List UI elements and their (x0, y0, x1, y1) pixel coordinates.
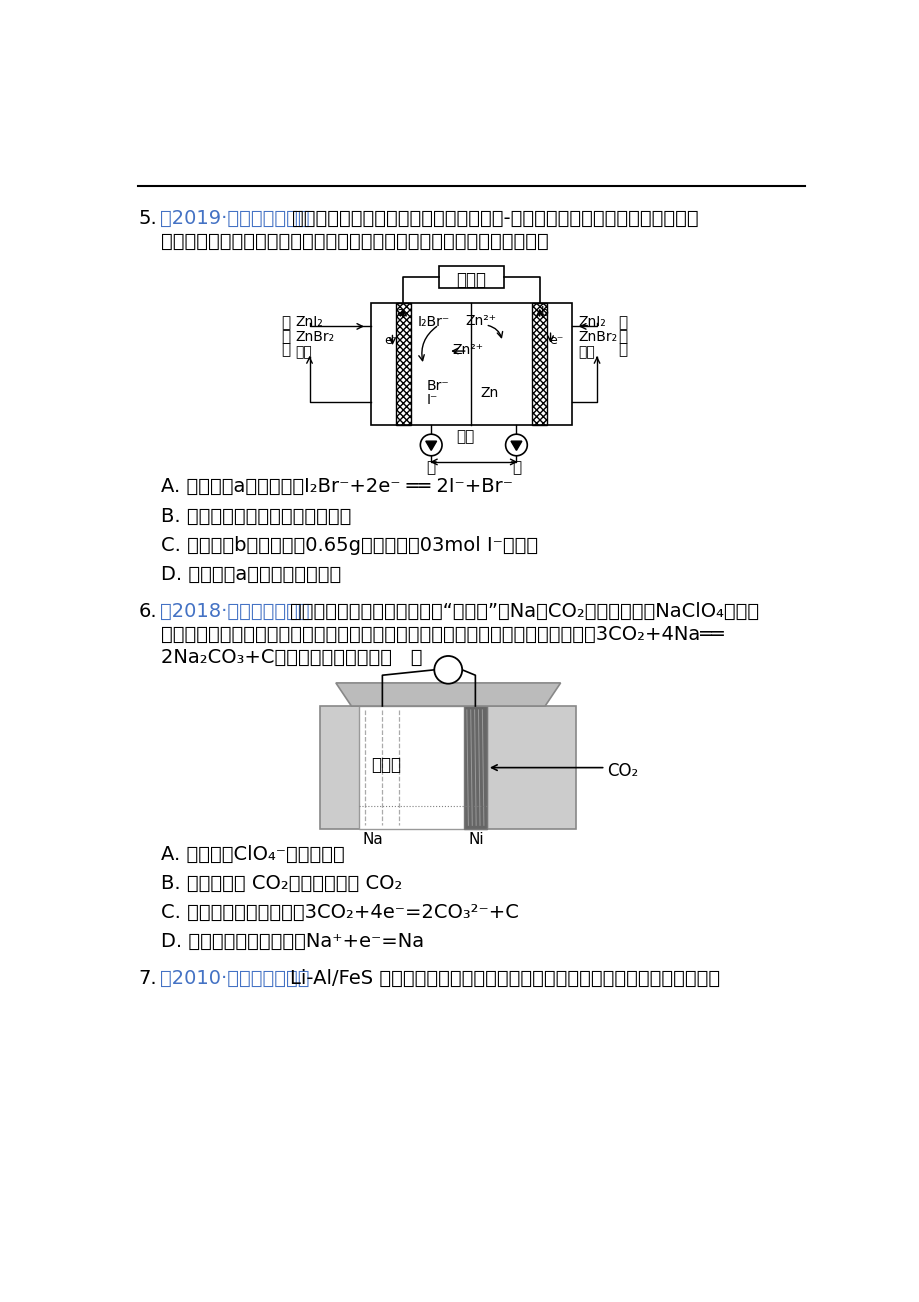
Text: B. 充电时释放 CO₂，放电时吸收 CO₂: B. 充电时释放 CO₂，放电时吸收 CO₂ (162, 874, 403, 893)
Text: b: b (539, 306, 548, 319)
Circle shape (434, 656, 461, 684)
Text: （2019·天津高考真题）: （2019·天津高考真题） (160, 208, 309, 228)
Text: 液: 液 (618, 328, 627, 344)
Text: Zn²⁺: Zn²⁺ (465, 314, 495, 328)
Text: （2010·浙江高考真题）: （2010·浙江高考真题） (160, 970, 309, 988)
Text: 泵: 泵 (426, 461, 436, 475)
Text: B. 放电时，溶液中离子的数目增大: B. 放电时，溶液中离子的数目增大 (162, 506, 351, 526)
Text: 贮: 贮 (618, 315, 627, 329)
Bar (320, 706, 575, 829)
Text: Li-Al/FeS 电池是一种正在开发的车载电池，该电池中正极的电极反应式为：: Li-Al/FeS 电池是一种正在开发的车载电池，该电池中正极的电极反应式为： (289, 970, 720, 988)
Text: Br⁻: Br⁻ (426, 379, 448, 393)
Bar (370, 303, 572, 424)
Text: 贮: 贮 (281, 315, 290, 329)
Text: A. 放电时，ClO₄⁻向负极移动: A. 放电时，ClO₄⁻向负极移动 (162, 845, 345, 863)
Text: （2018·全国高考真题）: （2018·全国高考真题） (160, 602, 309, 621)
Text: 电解液: 电解液 (370, 756, 401, 775)
Text: 5.: 5. (138, 208, 157, 228)
Text: 溶液: 溶液 (295, 345, 312, 359)
Text: 机溶剂作为电解液，钓和负载碳纳米管的镍网分别作为电极材料，电池的总反应为：3CO₂+4Na══: 机溶剂作为电解液，钓和负载碳纳米管的镍网分别作为电极材料，电池的总反应为：3CO… (162, 625, 723, 644)
Text: D. 充电时，正极反应为：Na⁺+e⁻=Na: D. 充电时，正极反应为：Na⁺+e⁻=Na (162, 932, 425, 952)
Text: 下。图中贮液器可储存电解质溶液，提高电池的容量。下列叙述不正确的是: 下。图中贮液器可储存电解质溶液，提高电池的容量。下列叙述不正确的是 (162, 232, 549, 251)
Text: C. 放电时，正极反应为：3CO₂+4e⁻=2CO₃²⁻+C: C. 放电时，正极反应为：3CO₂+4e⁻=2CO₃²⁻+C (162, 904, 519, 922)
Text: 用电器: 用电器 (456, 271, 486, 289)
Polygon shape (510, 441, 521, 450)
Text: ZnI₂: ZnI₂ (295, 315, 323, 329)
Text: Na: Na (363, 832, 383, 848)
Text: A. 放电时，a电极反应为I₂Br⁻+2e⁻ ══ 2I⁻+Br⁻: A. 放电时，a电极反应为I₂Br⁻+2e⁻ ══ 2I⁻+Br⁻ (162, 478, 513, 496)
Text: A: A (442, 664, 454, 682)
Text: I₂Br⁻: I₂Br⁻ (417, 315, 449, 329)
Bar (531, 303, 547, 424)
Text: ZnI₂: ZnI₂ (578, 315, 606, 329)
Text: ZnBr₂: ZnBr₂ (295, 331, 335, 344)
Text: 我国科学家研制了一种新型的高比能量锅-碳渴液流电池，其工作原理示意图如: 我国科学家研制了一种新型的高比能量锅-碳渴液流电池，其工作原理示意图如 (291, 208, 698, 228)
Text: e⁻: e⁻ (384, 335, 399, 348)
Text: CO₂: CO₂ (607, 762, 638, 780)
Text: 溶液: 溶液 (578, 345, 595, 359)
Text: a: a (396, 306, 403, 319)
Text: 隔膜: 隔膜 (456, 430, 473, 444)
Text: 6.: 6. (138, 602, 157, 621)
Polygon shape (425, 441, 437, 450)
Text: 2Na₂CO₃+C。下列说法错误的是（   ）: 2Na₂CO₃+C。下列说法错误的是（ ） (162, 648, 423, 667)
Text: e⁻: e⁻ (549, 335, 562, 348)
Text: Ni: Ni (468, 832, 483, 848)
Text: I⁻: I⁻ (426, 393, 437, 406)
Text: C. 充电时，b电极每增重0.65g，溶液中有03mol I⁻被氧化: C. 充电时，b电极每增重0.65g，溶液中有03mol I⁻被氧化 (162, 536, 538, 555)
Text: 器: 器 (618, 342, 627, 358)
Text: ZnBr₂: ZnBr₂ (578, 331, 617, 344)
Bar (438, 267, 504, 288)
Text: 泵: 泵 (511, 461, 520, 475)
Text: Zn: Zn (481, 387, 498, 401)
Text: D. 充电时，a电极接外电源负极: D. 充电时，a电极接外电源负极 (162, 565, 341, 585)
Bar (358, 706, 486, 829)
Circle shape (420, 434, 441, 456)
Text: 器: 器 (281, 342, 290, 358)
Bar (395, 303, 411, 424)
Text: 液: 液 (281, 328, 290, 344)
Circle shape (505, 434, 527, 456)
Polygon shape (335, 684, 560, 706)
Text: 7.: 7. (138, 970, 157, 988)
Text: 我国科学家研发了一种室温下“可呼吸”的Na－CO₂二次电池。将NaClO₄溶于有: 我国科学家研发了一种室温下“可呼吸”的Na－CO₂二次电池。将NaClO₄溶于有 (289, 602, 758, 621)
Bar (463, 706, 486, 829)
Text: Zn²⁺: Zn²⁺ (451, 344, 482, 357)
